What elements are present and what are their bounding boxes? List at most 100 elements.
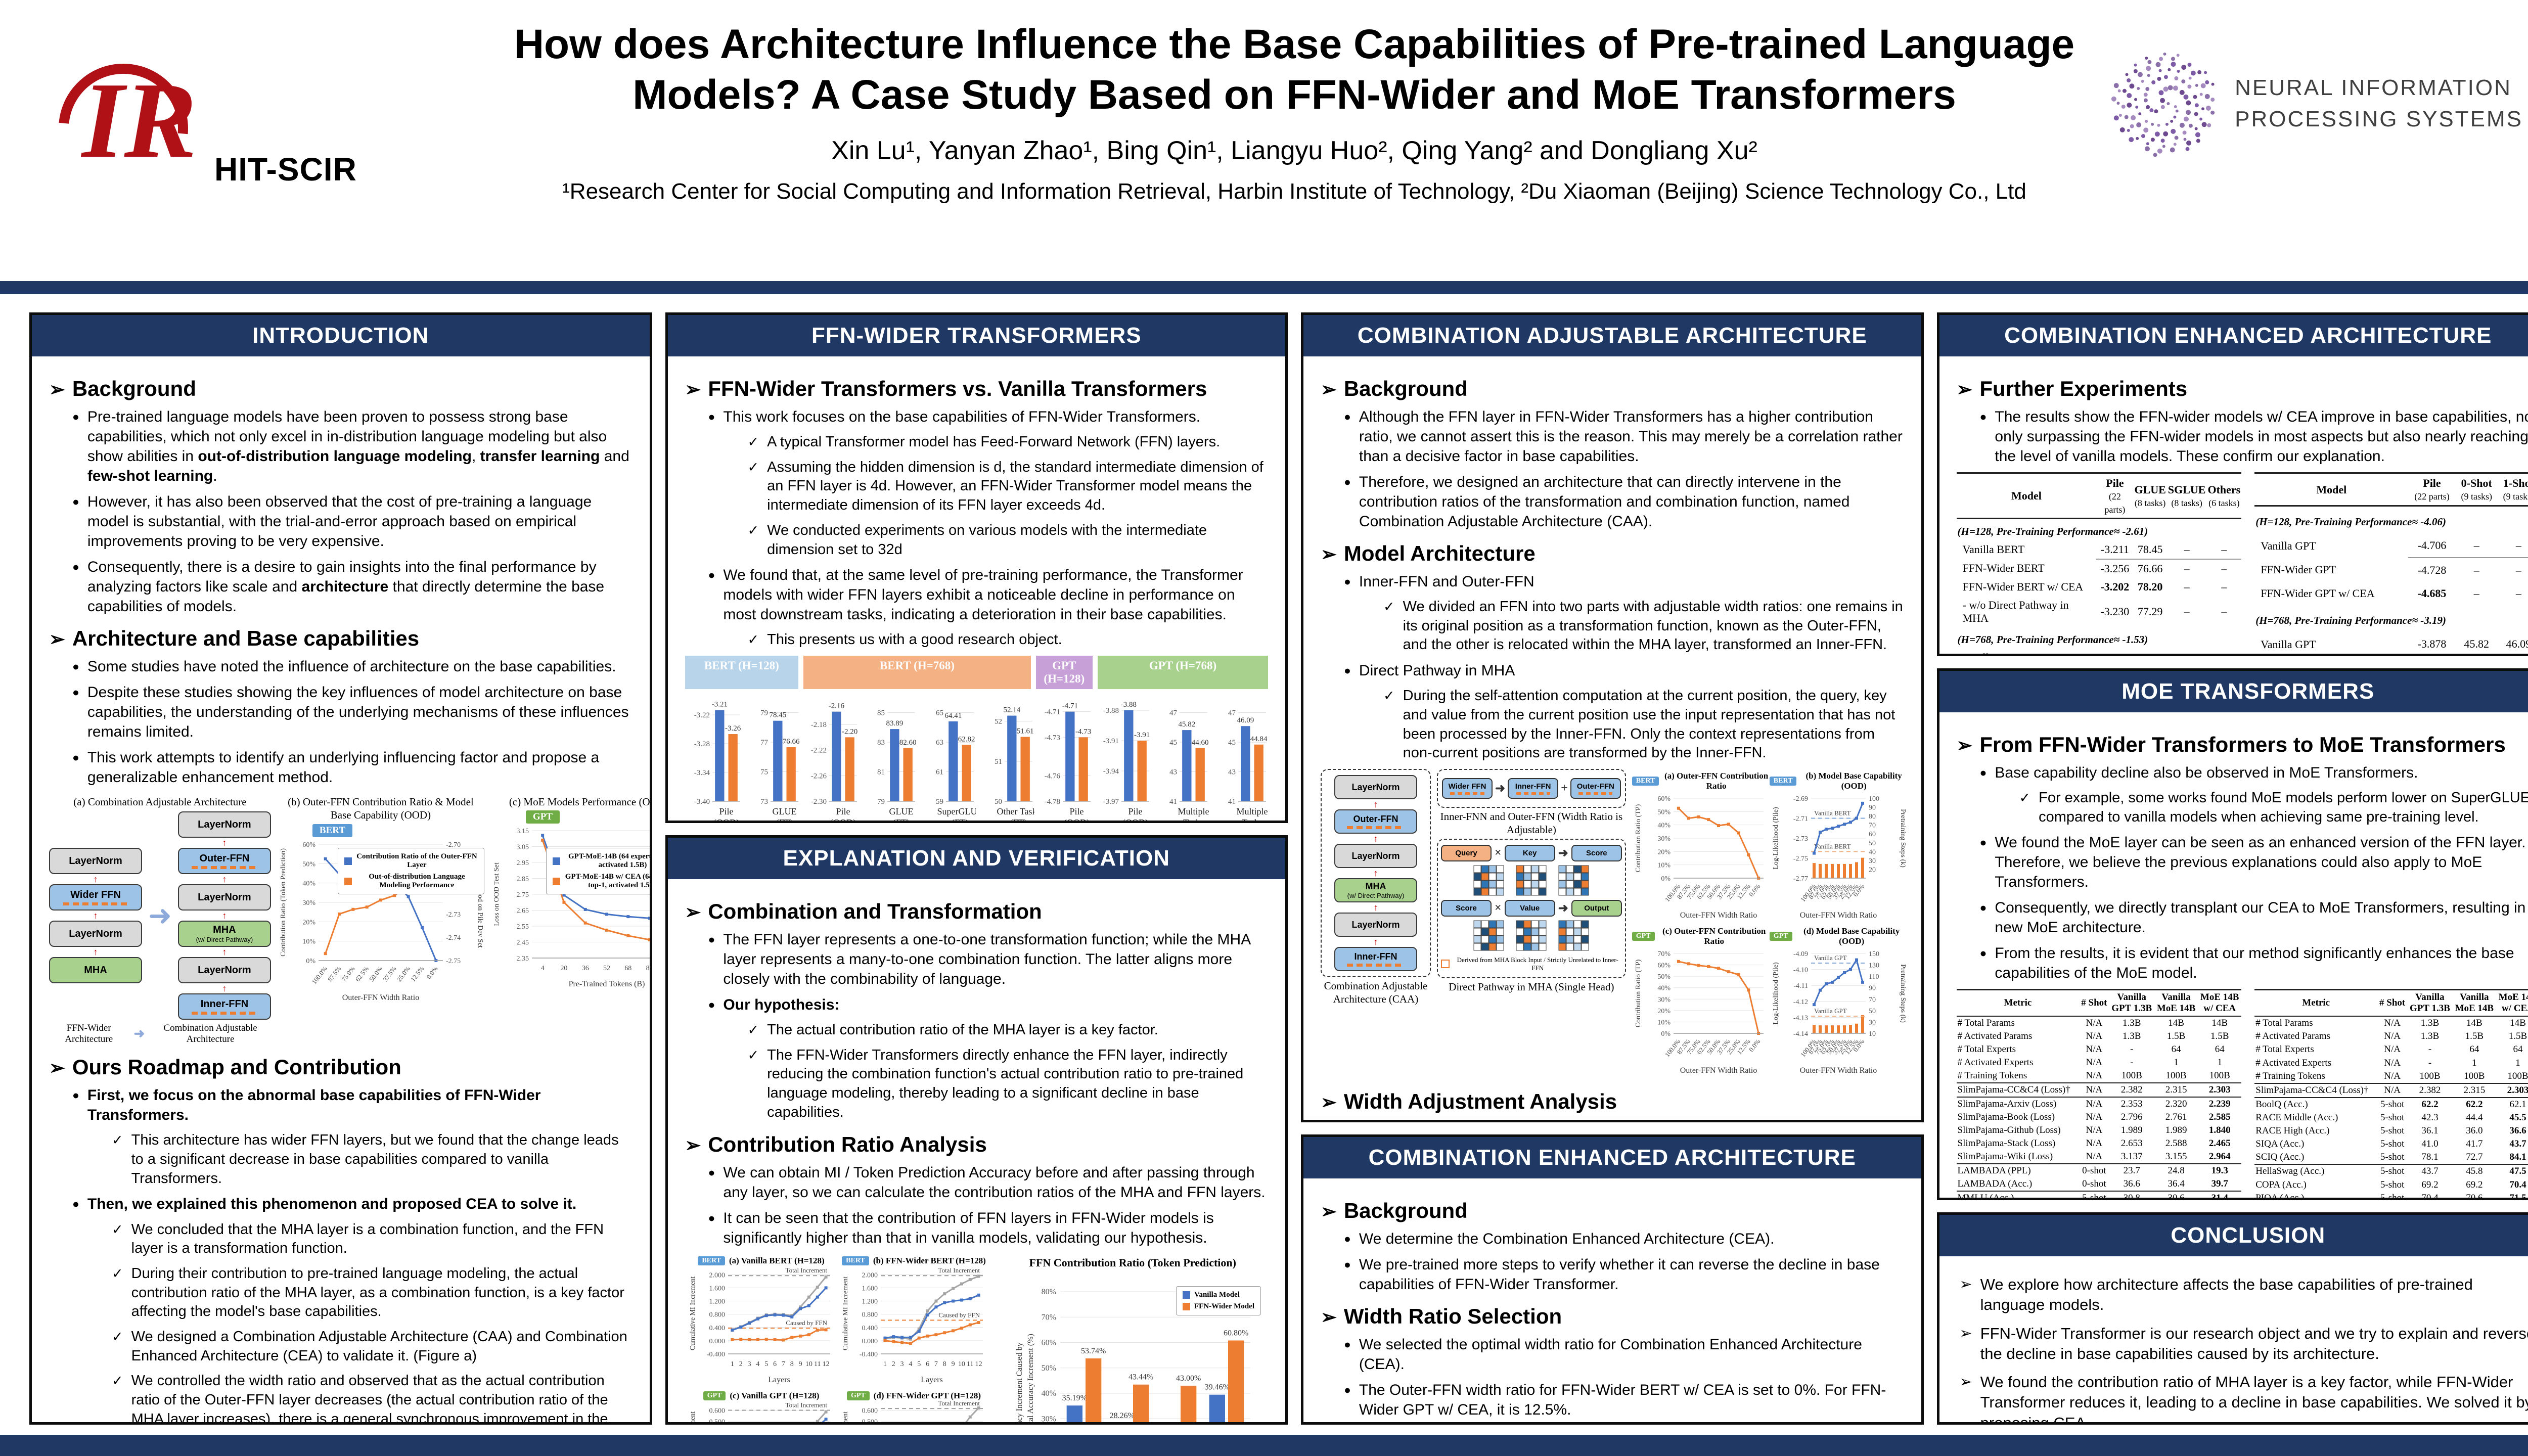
- table-row: # Training Tokens N/A 100B 100B 100B: [1957, 1070, 2230, 1081]
- check-icon: ✓: [1383, 599, 1395, 615]
- table-header: Vanilla GPT 1.3B: [2109, 989, 2155, 1017]
- bert-badge: BERT: [1769, 777, 1797, 786]
- svg-text:Total Increment: Total Increment: [785, 1401, 827, 1408]
- svg-text:82.60: 82.60: [899, 739, 917, 747]
- legend-item: GPT-MoE-14B w/ CEA (64 experts, top-1, a…: [552, 873, 650, 890]
- bullet-item: ● The results show the FFN-wider models w…: [1980, 407, 2528, 466]
- mi-chart-a: BERT (a) Vanilla BERT (H=128) 2.000 1.600 1…: [685, 1254, 838, 1389]
- panel-title-introduction: INTRODUCTION: [32, 315, 650, 356]
- section-heading: ➢ Ours Roadmap and Contribution: [49, 1055, 633, 1079]
- bullet-item-text: The Outer-FFN width ratio for FFN-Wider …: [1359, 1382, 1886, 1419]
- legend-item: GPT-MoE-14B (64 experts, top-1, activate…: [552, 852, 650, 870]
- diagram-box-layernorm: LayerNorm: [177, 957, 271, 984]
- flow-arrow-icon: ↑: [1373, 799, 1378, 809]
- svg-text:Outer-FFN Width Ratio: Outer-FFN Width Ratio: [1680, 911, 1757, 920]
- arrow-icon: ➢: [1959, 1325, 1972, 1342]
- svg-text:1.600: 1.600: [709, 1285, 725, 1292]
- text-list: ➢ Ours Roadmap and Contribution ● First, we…: [49, 1055, 633, 1422]
- table-row: # Activated Params N/A 1.3B 1.5B 1.5B: [2255, 1031, 2527, 1042]
- table-header: 0-Shot (9 tasks): [2455, 473, 2498, 507]
- column-1: INTRODUCTION ➢ Background ● Pre-trained lan…: [29, 312, 652, 1425]
- chart-ffn-contribution-ratio: 80%70%60%50%40%30%20%10%0%35.19%53.74%BE…: [1015, 1288, 1251, 1422]
- svg-text:0.000: 0.000: [709, 1337, 725, 1345]
- svg-text:Caused by FFN: Caused by FFN: [938, 1311, 980, 1318]
- bullet-item: ● We found the MoE layer can be seen as a…: [1980, 833, 2528, 892]
- bullet-item: ● Direct Pathway in MHA: [1344, 661, 1904, 680]
- svg-text:73: 73: [760, 798, 768, 806]
- bert-badge: BERT: [698, 1256, 725, 1265]
- check-item: ✓ We concluded that the MHA layer is a co…: [112, 1220, 633, 1258]
- svg-text:-4.09: -4.09: [1793, 950, 1808, 958]
- table-header: Vanilla MoE 14B: [2452, 989, 2496, 1017]
- svg-text:Contribution Ratio (TP): Contribution Ratio (TP): [1635, 959, 1642, 1027]
- panel-title-caa: COMBINATION ADJUSTABLE ARCHITECTURE: [1303, 315, 1921, 356]
- section-heading-text: Width Adjustment Analysis: [1343, 1089, 1617, 1113]
- flow-arrow-icon: ↑: [1373, 902, 1378, 913]
- table-row: BoolQ (Acc.) 5-shot 62.2 62.2 62.1: [2255, 1099, 2526, 1110]
- check-icon: ✓: [747, 632, 759, 648]
- panel-title-ffn-wider: FFN-WIDER TRANSFORMERS: [667, 315, 1285, 356]
- diagram-box-inner-ffn: Inner-FFN: [1334, 947, 1417, 971]
- svg-text:Loss on OOD Test Set: Loss on OOD Test Set: [493, 862, 501, 926]
- bullet-item: ● We can obtain MI / Token Prediction Acc…: [708, 1163, 1269, 1202]
- chart-caa-contribution-gpt: 70%60%50%40%30%20%10%0%100.0%87.5%75.0%6…: [1635, 950, 1764, 1075]
- table-group-label: (H=768, Pre-Training Performance≈ -3.19): [2255, 614, 2447, 627]
- flow-arrow-icon: ↑: [222, 947, 227, 958]
- svg-text:GLUE: GLUE: [773, 806, 797, 816]
- bullet-item-text: Some studies have noted the influence of…: [87, 658, 616, 675]
- section-heading-text: Model Architecture: [1343, 541, 1536, 565]
- svg-text:0%: 0%: [306, 958, 315, 965]
- table-row: # Total Experts N/A -64 64: [1957, 1044, 2225, 1055]
- svg-text:36: 36: [582, 965, 589, 972]
- gpt-badge: GPT: [846, 1391, 870, 1400]
- svg-text:50%: 50%: [1042, 1364, 1056, 1373]
- svg-text:0.600: 0.600: [862, 1407, 878, 1415]
- arrow-icon: ➢: [1956, 379, 1973, 400]
- svg-text:Log-Likelihood (Pile): Log-Likelihood (Pile): [1772, 807, 1780, 870]
- check-icon: ✓: [747, 1022, 759, 1038]
- svg-text:Pile: Pile: [836, 806, 850, 816]
- svg-text:5: 5: [917, 1360, 921, 1368]
- svg-text:30: 30: [1869, 1019, 1876, 1026]
- chart-mi-vanilla-gpt: 0.6000.5000.4000.3000.2000.1000.000-0.10…: [689, 1401, 830, 1422]
- svg-text:80%: 80%: [1042, 1288, 1056, 1296]
- table-row: FFN-Wider GPT w/ CEA -4.685– –: [2261, 587, 2521, 600]
- poster-title-line2: Models? A Case Study Based on FFN-Wider …: [633, 72, 1956, 118]
- check-item-text: We divided an FFN into two parts with ad…: [1403, 599, 1903, 653]
- svg-text:2.95: 2.95: [516, 859, 529, 867]
- chart-bert768-pile: -2.18 -2.22 -2.26 -2.30 -2.16 -2.20 Pile(OOD): [810, 702, 857, 821]
- plus-icon: +: [1561, 782, 1568, 795]
- svg-text:85: 85: [877, 709, 885, 717]
- conclusion-item: ➢ We explore how architecture affects the…: [1960, 1275, 2528, 1315]
- matrix-icon: [1473, 865, 1504, 895]
- panel-introduction: INTRODUCTION ➢ Background ● Pre-trained lan…: [29, 312, 652, 1425]
- svg-text:43: 43: [1169, 768, 1177, 776]
- svg-text:50%: 50%: [302, 860, 315, 868]
- chart-title: FFN Contribution Ratio (Token Prediction…: [1029, 1256, 1236, 1269]
- bullet-item-text: Despite these studies showing the key in…: [87, 684, 629, 741]
- figure-caa: LayerNorm ↑ Outer-FFN ↑ LayerNorm ↑ MHA (w/ Dir…: [1321, 769, 1907, 1079]
- diagram-box-layernorm: LayerNorm: [1334, 844, 1417, 868]
- check-item: ✓ Assuming the hidden dimension is d, the…: [748, 458, 1269, 515]
- svg-text:2.75: 2.75: [516, 891, 529, 899]
- text-list: ➢ Width Ratio Selection ● We selected the o…: [1321, 1304, 1904, 1420]
- bullet-icon: ●: [1979, 901, 1987, 915]
- table-row: # Activated Params N/A 1.3B 1.5B 1.5B: [1957, 1031, 2229, 1042]
- svg-text:Cumulative MI Increment: Cumulative MI Increment: [689, 1276, 697, 1350]
- svg-text:Outer-FFN Width Ratio: Outer-FFN Width Ratio: [1800, 911, 1877, 920]
- svg-text:12: 12: [822, 1360, 829, 1368]
- panel-title-cea-col4: COMBINATION ENHANCED ARCHITECTURE: [1939, 315, 2528, 356]
- flow-arrow-icon: ↑: [1373, 937, 1378, 947]
- svg-text:20%: 20%: [302, 919, 315, 926]
- caa-diagram-frame: LayerNorm ↑ Outer-FFN ↑ LayerNorm ↑ MHA (w/ Dir…: [1321, 769, 1431, 977]
- svg-text:0.400: 0.400: [862, 1324, 878, 1332]
- bullet-item-text: This work attempts to identify an underl…: [87, 749, 600, 786]
- svg-text:Layers: Layers: [921, 1376, 943, 1384]
- check-icon: ✓: [747, 522, 759, 538]
- bullet-item: ● Some studies have noted the influence o…: [72, 657, 633, 676]
- svg-text:150: 150: [1869, 950, 1879, 958]
- diagram-box-layernorm: LayerNorm: [177, 884, 271, 911]
- svg-text:75.0%: 75.0%: [340, 965, 356, 983]
- caa-stack: LayerNorm ↑ Outer-FFN ↑ LayerNorm ↑ MHA (w/ Dir…: [1334, 775, 1417, 971]
